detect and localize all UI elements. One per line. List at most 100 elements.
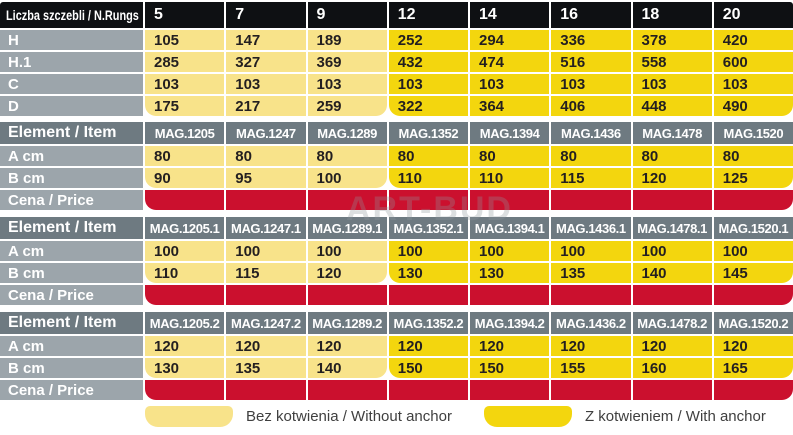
rungs-column-header: 9: [307, 2, 387, 28]
item-code-header: MAG.1394: [470, 122, 550, 144]
price-cell: [388, 190, 468, 210]
value-cell: 120: [388, 336, 468, 356]
value-cell: 103: [713, 74, 793, 94]
item-code-header: MAG.1352: [388, 122, 468, 144]
item-table-base: Element / Item MAG.1205 MAG.1247 MAG.1289 MA…: [0, 122, 793, 210]
value-cell: 103: [632, 74, 712, 94]
value-cell: 100: [713, 241, 793, 261]
value-cell: 80: [388, 146, 468, 166]
value-cell: 140: [632, 263, 712, 283]
value-cell: 100: [470, 241, 550, 261]
legend-label-with-anchor: Z kotwieniem / With anchor: [584, 407, 766, 425]
price-cell: [470, 190, 550, 210]
item-header-label: Element / Item: [0, 122, 143, 144]
value-cell: 103: [551, 74, 631, 94]
item-table-variant-2: Element / Item MAG.1205.2 MAG.1247.2 MAG.12…: [0, 312, 793, 400]
price-cell: [713, 380, 793, 400]
item-code-header: MAG.1478: [632, 122, 712, 144]
value-cell: 100: [388, 241, 468, 261]
value-cell: 80: [307, 146, 387, 166]
value-cell: 516: [551, 52, 631, 72]
item-code-header: MAG.1247.2: [226, 312, 306, 334]
value-cell: 90: [145, 168, 225, 188]
value-cell: 327: [226, 52, 306, 72]
value-cell: 100: [145, 241, 225, 261]
price-cell: [307, 190, 387, 210]
value-cell: 100: [551, 241, 631, 261]
value-cell: 160: [632, 358, 712, 378]
item-code-header: MAG.1289.1: [307, 217, 387, 239]
value-cell: 432: [388, 52, 468, 72]
rungs-column-header: 5: [145, 2, 225, 28]
item-header-label: Element / Item: [0, 312, 143, 334]
item-code-header: MAG.1520.2: [713, 312, 793, 334]
price-cell: [551, 190, 631, 210]
price-cell: [713, 285, 793, 305]
value-cell: 364: [470, 96, 550, 116]
row-label: H.1: [0, 52, 143, 72]
value-cell: 80: [470, 146, 550, 166]
price-cell: [388, 380, 468, 400]
item-code-header: MAG.1478.1: [632, 217, 712, 239]
value-cell: 369: [307, 52, 387, 72]
value-cell: 490: [713, 96, 793, 116]
item-code-header: MAG.1394.1: [470, 217, 550, 239]
value-cell: 378: [632, 30, 712, 50]
price-cell: [145, 285, 225, 305]
value-cell: 285: [145, 52, 225, 72]
value-cell: 105: [145, 30, 225, 50]
item-code-header: MAG.1247: [226, 122, 306, 144]
value-cell: 120: [307, 336, 387, 356]
price-row-label: Cena / Price: [0, 285, 143, 305]
value-cell: 103: [145, 74, 225, 94]
item-header-label: Element / Item: [0, 217, 143, 239]
row-label: H: [0, 30, 143, 50]
row-label: A cm: [0, 336, 143, 356]
price-cell: [226, 380, 306, 400]
rungs-column-header: 7: [226, 2, 306, 28]
item-code-header: MAG.1394.2: [470, 312, 550, 334]
price-row-label: Cena / Price: [0, 190, 143, 210]
value-cell: 252: [388, 30, 468, 50]
price-cell: [470, 380, 550, 400]
value-cell: 120: [551, 336, 631, 356]
value-cell: 155: [551, 358, 631, 378]
value-cell: 103: [470, 74, 550, 94]
item-code-header: MAG.1478.2: [632, 312, 712, 334]
value-cell: 120: [226, 336, 306, 356]
item-code-header: MAG.1289.2: [307, 312, 387, 334]
value-cell: 110: [388, 168, 468, 188]
value-cell: 120: [470, 336, 550, 356]
value-cell: 322: [388, 96, 468, 116]
value-cell: 189: [307, 30, 387, 50]
row-label: B cm: [0, 358, 143, 378]
legend: Bez kotwienia / Without anchor Z kotwien…: [0, 404, 793, 428]
value-cell: 100: [632, 241, 712, 261]
price-cell: [551, 285, 631, 305]
rungs-header-label: Liczba szczebli / N.Rungs: [0, 2, 143, 28]
value-cell: 120: [713, 336, 793, 356]
value-cell: 336: [551, 30, 631, 50]
price-cell: [713, 190, 793, 210]
value-cell: 135: [226, 358, 306, 378]
row-label: C: [0, 74, 143, 94]
value-cell: 474: [470, 52, 550, 72]
rungs-column-header: 14: [470, 2, 550, 28]
rungs-column-header: 16: [551, 2, 631, 28]
value-cell: 110: [145, 263, 225, 283]
item-code-header: MAG.1352.2: [388, 312, 468, 334]
item-code-header: MAG.1520.1: [713, 217, 793, 239]
value-cell: 175: [145, 96, 225, 116]
item-code-header: MAG.1436: [551, 122, 631, 144]
legend-swatch-with-anchor: [483, 405, 572, 427]
value-cell: 217: [226, 96, 306, 116]
rungs-column-header: 20: [713, 2, 793, 28]
row-label: A cm: [0, 146, 143, 166]
value-cell: 130: [470, 263, 550, 283]
item-code-header: MAG.1247.1: [226, 217, 306, 239]
price-cell: [307, 285, 387, 305]
value-cell: 80: [713, 146, 793, 166]
row-label: B cm: [0, 263, 143, 283]
price-cell: [145, 380, 225, 400]
price-cell: [551, 380, 631, 400]
